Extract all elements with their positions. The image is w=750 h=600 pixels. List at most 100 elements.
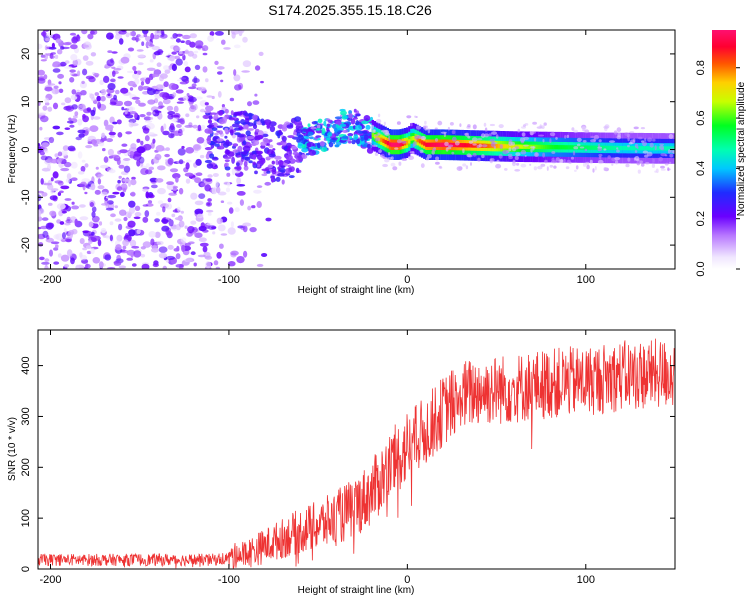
ridge-cell xyxy=(410,136,413,141)
noise-blob xyxy=(184,66,191,73)
signal-blob xyxy=(255,134,264,140)
signal-blob xyxy=(234,132,241,136)
noise-blob xyxy=(192,143,202,151)
noise-blob xyxy=(205,178,213,182)
noise-blob xyxy=(103,119,109,127)
ridge-cell xyxy=(388,142,392,147)
noise-blob xyxy=(87,141,93,145)
noise-blob xyxy=(177,148,186,156)
noise-blob xyxy=(158,252,167,259)
halo-blob xyxy=(607,155,611,159)
noise-blob xyxy=(241,70,250,73)
noise-blob xyxy=(174,217,183,221)
halo-blob xyxy=(660,153,667,157)
halo-blob xyxy=(654,145,657,151)
halo-blob xyxy=(549,138,552,144)
halo-blob xyxy=(603,167,607,171)
noise-blob xyxy=(97,101,102,109)
noise-blob xyxy=(52,171,59,179)
halo-blob xyxy=(472,143,477,146)
noise-blob xyxy=(145,77,151,85)
snr-background xyxy=(38,330,675,569)
halo-blob xyxy=(392,166,398,171)
noise-blob xyxy=(47,83,56,86)
halo-blob xyxy=(522,124,526,127)
noise-blob xyxy=(79,182,88,188)
noise-blob xyxy=(112,191,120,195)
noise-blob xyxy=(98,221,103,226)
halo-blob xyxy=(521,126,526,129)
ridge-cell xyxy=(551,145,554,150)
halo-blob xyxy=(616,127,622,133)
ridge-cell xyxy=(609,145,612,151)
halo-blob xyxy=(472,152,477,157)
noise-blob xyxy=(80,90,87,96)
halo-blob xyxy=(458,166,463,170)
ridge-cell xyxy=(416,138,419,143)
noise-blob xyxy=(190,192,198,200)
noise-blob xyxy=(63,264,70,268)
ridge-cell xyxy=(568,145,572,150)
halo-blob xyxy=(398,161,402,166)
halo-blob xyxy=(386,157,393,160)
noise-blob xyxy=(109,135,115,138)
signal-blob xyxy=(232,149,239,154)
halo-blob xyxy=(659,145,664,150)
ridge-cell xyxy=(560,145,563,150)
noise-blob xyxy=(66,249,73,257)
noise-blob xyxy=(243,250,248,258)
halo-blob xyxy=(481,144,488,148)
noise-blob xyxy=(108,131,116,136)
noise-blob xyxy=(129,31,133,36)
signal-blob xyxy=(261,168,270,172)
halo-blob xyxy=(451,136,457,142)
snr-x-label: Height of straight line (km) xyxy=(298,585,415,596)
noise-blob xyxy=(121,143,128,147)
signal-blob xyxy=(293,131,297,136)
signal-blob xyxy=(315,135,322,138)
ridge-cell xyxy=(632,146,636,151)
signal-blob xyxy=(277,124,284,129)
noise-blob xyxy=(114,205,119,209)
noise-blob xyxy=(151,111,156,115)
noise-blob xyxy=(143,143,152,151)
noise-blob xyxy=(119,209,127,216)
signal-blob xyxy=(224,162,229,167)
noise-blob xyxy=(47,157,53,162)
noise-blob xyxy=(130,143,137,150)
spectrogram-y-label: Frequency (Hz) xyxy=(7,115,18,184)
noise-blob xyxy=(230,221,234,228)
signal-blob xyxy=(370,116,373,121)
signal-blob xyxy=(295,167,300,174)
noise-blob xyxy=(107,148,114,156)
signal-blob xyxy=(288,175,295,179)
halo-blob xyxy=(572,150,576,156)
noise-blob xyxy=(101,132,105,139)
halo-blob xyxy=(520,163,527,168)
noise-blob xyxy=(77,70,81,77)
x-tick-label: 0 xyxy=(404,574,410,586)
noise-blob xyxy=(53,261,60,265)
signal-blob xyxy=(342,135,349,140)
noise-blob xyxy=(100,227,107,234)
noise-blob xyxy=(81,30,88,35)
noise-blob xyxy=(207,35,215,42)
noise-blob xyxy=(176,101,184,104)
noise-blob xyxy=(96,95,101,102)
signal-blob xyxy=(210,112,218,115)
noise-blob xyxy=(45,37,50,42)
ridge-cell xyxy=(635,146,638,151)
noise-blob xyxy=(60,254,70,262)
noise-blob xyxy=(171,51,177,55)
signal-blob xyxy=(331,137,338,141)
noise-blob xyxy=(227,182,231,187)
noise-blob xyxy=(104,254,112,261)
signal-blob xyxy=(267,164,273,169)
signal-blob xyxy=(254,140,260,146)
noise-blob xyxy=(163,123,167,130)
noise-blob xyxy=(70,72,74,76)
noise-blob xyxy=(136,159,141,167)
noise-blob xyxy=(194,177,202,184)
noise-blob xyxy=(136,138,141,143)
